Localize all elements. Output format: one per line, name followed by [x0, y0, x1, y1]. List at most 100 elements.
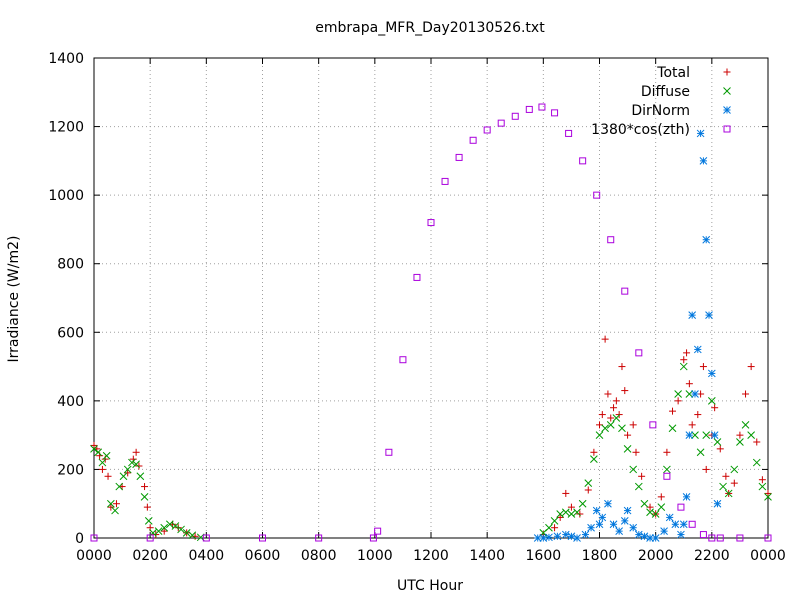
data-point — [497, 119, 505, 127]
data-point — [716, 534, 724, 542]
marker-stroke — [573, 508, 581, 517]
marker-stroke — [646, 508, 654, 517]
data-point — [90, 445, 98, 453]
marker-stroke — [699, 157, 708, 165]
data-point — [612, 414, 621, 422]
data-point — [736, 438, 744, 446]
chart-title: embrapa_MFR_Day20130526.txt — [315, 20, 545, 36]
marker-stroke — [561, 508, 570, 517]
marker-stroke — [587, 523, 595, 532]
data-point — [635, 349, 643, 357]
data-point — [621, 387, 629, 395]
legend-marker — [723, 87, 731, 95]
data-point — [634, 482, 643, 491]
marker-stroke — [550, 517, 559, 525]
data-point — [111, 506, 119, 515]
data-point — [702, 431, 711, 439]
marker-stroke — [595, 520, 604, 529]
marker-stroke — [154, 527, 163, 535]
x-axis-label: UTC Hour — [397, 578, 463, 594]
data-point — [98, 458, 107, 467]
data-point — [573, 508, 581, 517]
data-point — [595, 431, 604, 439]
data-point — [758, 476, 766, 484]
marker-stroke — [620, 517, 629, 525]
data-point — [646, 534, 654, 542]
marker-stroke — [752, 458, 761, 467]
series-layer — [90, 103, 772, 542]
data-point — [660, 527, 668, 535]
data-point — [146, 534, 154, 542]
data-point — [144, 517, 153, 525]
data-point — [115, 482, 124, 491]
data-point — [674, 397, 682, 405]
data-point — [441, 177, 449, 185]
legend-marker — [723, 68, 731, 76]
marker-stroke — [758, 482, 767, 491]
tick-labels: 0000 0200 0400 0600 0800 1000 1200 1400 1600 1800… — [48, 51, 785, 564]
marker-stroke — [707, 369, 716, 378]
data-point — [538, 103, 546, 111]
grid — [94, 58, 768, 538]
data-point — [106, 499, 115, 508]
x-tick-label: 1000 — [357, 548, 393, 564]
data-point — [607, 236, 615, 244]
marker-stroke — [609, 520, 618, 529]
data-point — [646, 508, 654, 517]
marker-stroke — [612, 414, 621, 422]
data-point — [259, 534, 266, 542]
data-point — [691, 431, 699, 439]
x-tick-label: 0200 — [132, 548, 168, 564]
data-point — [623, 506, 632, 515]
data-point — [601, 335, 609, 343]
marker-stroke — [660, 527, 668, 535]
marker-stroke — [730, 465, 739, 474]
data-point — [165, 520, 174, 529]
marker-stroke — [710, 431, 719, 439]
data-point — [618, 363, 626, 371]
data-point — [764, 534, 772, 542]
data-point — [132, 448, 140, 456]
marker-stroke — [723, 106, 731, 114]
data-point — [413, 273, 421, 281]
data-point — [747, 431, 756, 439]
x-tick-label: 2000 — [638, 548, 674, 564]
data-point — [609, 520, 618, 529]
series-diffuse — [90, 362, 772, 542]
data-point — [590, 448, 598, 456]
series-dirnorm — [533, 129, 722, 542]
data-point — [545, 523, 553, 532]
data-point — [598, 513, 607, 522]
data-point — [663, 472, 671, 480]
data-point — [573, 534, 581, 542]
data-point — [677, 530, 685, 539]
x-tick-label: 0800 — [301, 548, 337, 564]
data-point — [135, 462, 143, 470]
data-point — [752, 458, 761, 467]
data-point — [657, 503, 666, 511]
data-point — [679, 520, 688, 529]
data-point — [606, 421, 615, 429]
marker-stroke — [595, 431, 604, 439]
data-point — [758, 482, 767, 491]
x-tick-label: 0400 — [189, 548, 225, 564]
marker-stroke — [719, 482, 727, 491]
data-point — [710, 431, 719, 439]
data-point — [651, 534, 660, 542]
marker-stroke — [545, 523, 553, 532]
data-point — [612, 397, 620, 405]
data-point — [623, 445, 632, 453]
data-point — [665, 513, 674, 522]
data-point — [694, 411, 702, 419]
marker-stroke — [533, 534, 542, 542]
data-point — [143, 503, 151, 511]
marker-stroke — [707, 397, 716, 405]
marker-stroke — [111, 506, 119, 515]
x-tick-label: 1800 — [582, 548, 618, 564]
data-point — [579, 157, 587, 165]
data-point — [620, 517, 629, 525]
data-point — [102, 451, 111, 460]
data-point — [753, 438, 761, 446]
marker-stroke — [724, 489, 733, 498]
data-point — [683, 349, 691, 357]
